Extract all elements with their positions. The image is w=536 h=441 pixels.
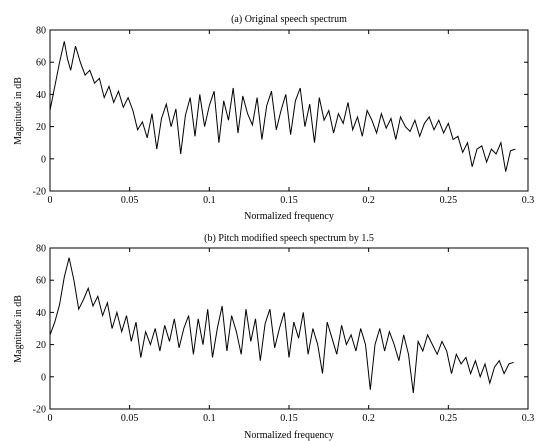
y-tick-label-a: 40 — [36, 90, 46, 101]
x-axis-label-a: Normalized frequency — [244, 211, 334, 222]
y-tick-label-b: 60 — [36, 276, 46, 287]
x-tick-label-a: 0.2 — [362, 195, 375, 206]
y-tick-label-a: 60 — [36, 58, 46, 69]
y-tick-label-b: -20 — [33, 405, 46, 416]
y-axis-label-a: Magnitude in dB — [13, 77, 24, 145]
y-tick-label-a: -20 — [33, 187, 46, 198]
y-tick-label-a: 20 — [36, 122, 46, 133]
x-tick-label-b: 0.3 — [522, 413, 535, 424]
x-tick-label-b: 0.15 — [280, 413, 298, 424]
x-tick-label-a: 0.1 — [203, 195, 216, 206]
x-tick-label-a: 0.3 — [522, 195, 535, 206]
x-tick-label-a: 0.15 — [280, 195, 298, 206]
y-axis-label-b: Magnitude in dB — [13, 295, 24, 363]
chart-title-a: (a) Original speech spectrum — [231, 14, 347, 25]
y-tick-label-b: 20 — [36, 340, 46, 351]
x-tick-label-b: 0 — [48, 413, 53, 424]
x-tick-label-b: 0.2 — [362, 413, 375, 424]
y-tick-label-b: 80 — [36, 244, 46, 255]
y-tick-label-a: 80 — [36, 26, 46, 37]
x-tick-label-b: 0.1 — [203, 413, 216, 424]
plot-area-b — [49, 247, 529, 410]
panel-a: (a) Original speech spectrum Normalized … — [13, 14, 534, 222]
chart-title-b: (b) Pitch modified speech spectrum by 1.… — [204, 233, 374, 244]
y-tick-label-b: 40 — [36, 308, 46, 319]
x-axis-label-b: Normalized frequency — [244, 430, 334, 441]
plot-area-a — [49, 29, 529, 192]
y-tick-label-a: 0 — [41, 154, 46, 165]
x-tick-label-b: 0.25 — [440, 413, 458, 424]
panel-b: (b) Pitch modified speech spectrum by 1.… — [13, 233, 534, 441]
y-tick-label-b: 0 — [41, 372, 46, 383]
x-tick-label-a: 0.25 — [440, 195, 458, 206]
series-line-a — [49, 41, 516, 172]
x-tick-label-a: 0 — [48, 195, 53, 206]
x-tick-label-a: 0.05 — [121, 195, 139, 206]
x-tick-label-b: 0.05 — [121, 413, 139, 424]
series-line-b — [49, 257, 514, 393]
